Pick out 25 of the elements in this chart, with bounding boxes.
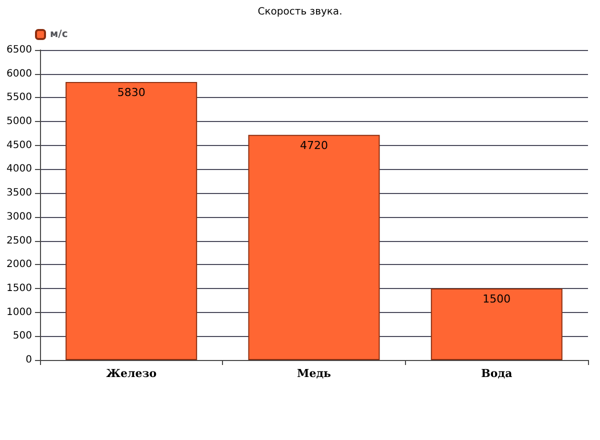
y-tick-label: 3500 [6,188,32,199]
y-tick-label: 6000 [6,68,32,80]
data-label: 4720 [300,138,328,152]
data-label: 5830 [117,86,146,99]
y-tick-label: 3000 [6,211,32,222]
x-tick-label: Медь [297,367,332,380]
y-tick-label: 4000 [6,164,32,175]
bar [66,82,198,360]
chart-title: Скорость звука. [258,6,342,18]
y-tick-label: 2000 [6,259,32,270]
y-tick-label: 1500 [6,282,32,294]
bar [248,134,380,360]
y-tick-label: 6500 [6,44,32,56]
y-tick-label: 5000 [6,116,32,128]
y-tick-label: 2500 [6,235,32,246]
y-tick-label: 0 [26,354,32,366]
y-tick-label: 5500 [6,92,32,104]
y-tick-label: 4500 [6,140,32,151]
bar [430,288,562,360]
x-tick-label: Вода [481,367,512,380]
x-tick-label: Железо [106,367,157,380]
y-tick-label: 500 [12,330,32,342]
data-label: 1500 [482,292,511,306]
y-tick-label: 1000 [6,306,32,318]
legend-label: м/с [50,29,68,40]
